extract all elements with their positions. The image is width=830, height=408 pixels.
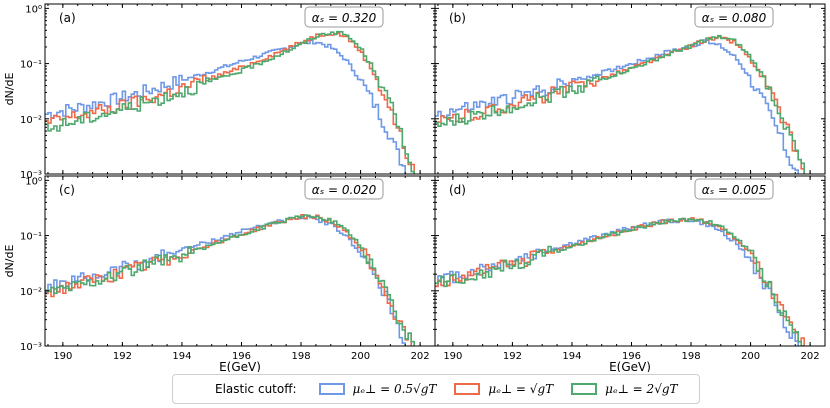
x-tick-label: 194 [562, 351, 581, 362]
series-line-s1 [45, 32, 415, 174]
x-tick-label: 202 [411, 351, 430, 362]
x-tick-label: 200 [351, 351, 370, 362]
x-tick-label: 190 [443, 351, 462, 362]
series-line-s2 [45, 214, 415, 346]
y-tick-label: 10⁻² [20, 287, 42, 298]
series-line-s2 [435, 34, 805, 174]
legend-swatch-0.5 [318, 383, 345, 395]
legend-item-2: μₑ⊥ = 2√gT [571, 382, 678, 396]
y-tick-label: 10⁻³ [20, 342, 42, 353]
panel-tag: (d) [449, 183, 466, 197]
alpha-label: αₛ = 0.320 [312, 11, 377, 25]
legend-label-2: μₑ⊥ = 2√gT [605, 382, 678, 396]
x-axis-label: E(GeV) [219, 360, 261, 372]
series-line-s05 [435, 39, 799, 174]
axes-frame [44, 3, 436, 175]
legend-swatch-2 [571, 383, 598, 395]
series-line-s1 [435, 217, 805, 346]
legend-item-0.5: μₑ⊥ = 0.5√gT [318, 382, 437, 396]
x-tick-label: 196 [232, 351, 251, 362]
x-tick-label: 202 [801, 351, 820, 362]
panel-d: 190 192 194 196 198 200 202 (d) αₛ = 0.005 E(GeV) [434, 175, 826, 372]
series-line-s05 [45, 39, 406, 174]
y-tick-label: 10⁻³ [20, 170, 42, 181]
x-tick-label: 192 [113, 351, 132, 362]
y-tick-label: 10⁰ [25, 176, 42, 187]
series-line-s05 [45, 215, 406, 346]
series-line-s1 [435, 35, 805, 174]
panel-c: 190 192 194 196 198 200 202 10⁻³ 10⁻² 10⁻¹ 10⁰ (c) α… [3, 175, 436, 372]
panel-b: (b) αₛ = 0.080 [434, 3, 826, 175]
legend: Elastic cutoff: μₑ⊥ = 0.5√gT μₑ⊥ = √gT μ… [172, 374, 700, 404]
alpha-box [304, 6, 384, 28]
legend-item-1: μₑ⊥ = √gT [454, 382, 553, 396]
series-group [435, 217, 805, 346]
alpha-box [694, 6, 774, 28]
legend-swatch-1 [454, 383, 481, 395]
y-axis-label: dN/dE [3, 73, 16, 106]
series-line-s05 [435, 218, 799, 346]
panel-a: 10⁻³ 10⁻² 10⁻¹ 10⁰ (a) αₛ = 0.320 dN/dE [3, 3, 436, 181]
y-axis-label: dN/dE [3, 245, 16, 278]
panel-tag: (b) [449, 11, 466, 25]
series-group [435, 34, 805, 174]
x-tick-label: 200 [741, 351, 760, 362]
x-tick-label: 198 [681, 351, 700, 362]
alpha-box [304, 178, 384, 200]
x-tick-label: 192 [503, 351, 522, 362]
legend-label-1: μₑ⊥ = √gT [488, 382, 554, 396]
y-tick-label: 10⁻¹ [20, 232, 42, 243]
figure: 10⁻³ 10⁻² 10⁻¹ 10⁰ (a) αₛ = 0.320 dN/dE (b) αₛ =… [3, 3, 826, 372]
alpha-label: αₛ = 0.005 [702, 183, 766, 197]
series-line-s2 [435, 217, 805, 346]
legend-title: Elastic cutoff: [215, 382, 297, 396]
panel-tag: (c) [59, 183, 75, 197]
x-tick-label: 190 [53, 351, 72, 362]
panel-tag: (a) [59, 11, 76, 25]
y-tick-label: 10⁰ [25, 4, 42, 15]
alpha-box [694, 178, 774, 200]
series-line-s2 [45, 30, 415, 174]
x-tick-label: 196 [622, 351, 641, 362]
y-tick-label: 10⁻² [20, 115, 42, 126]
x-tick-label: 194 [172, 351, 191, 362]
y-tick-label: 10⁻¹ [20, 60, 42, 71]
axes-frame [434, 3, 826, 175]
axes-frame [434, 175, 826, 347]
alpha-label: αₛ = 0.080 [702, 11, 767, 25]
axes-frame [44, 175, 436, 347]
legend-label-0.5: μₑ⊥ = 0.5√gT [352, 382, 437, 396]
series-group [45, 30, 415, 174]
alpha-label: αₛ = 0.020 [312, 183, 377, 197]
x-axis-label: E(GeV) [609, 360, 651, 372]
series-group [45, 214, 415, 346]
x-tick-label: 198 [291, 351, 310, 362]
